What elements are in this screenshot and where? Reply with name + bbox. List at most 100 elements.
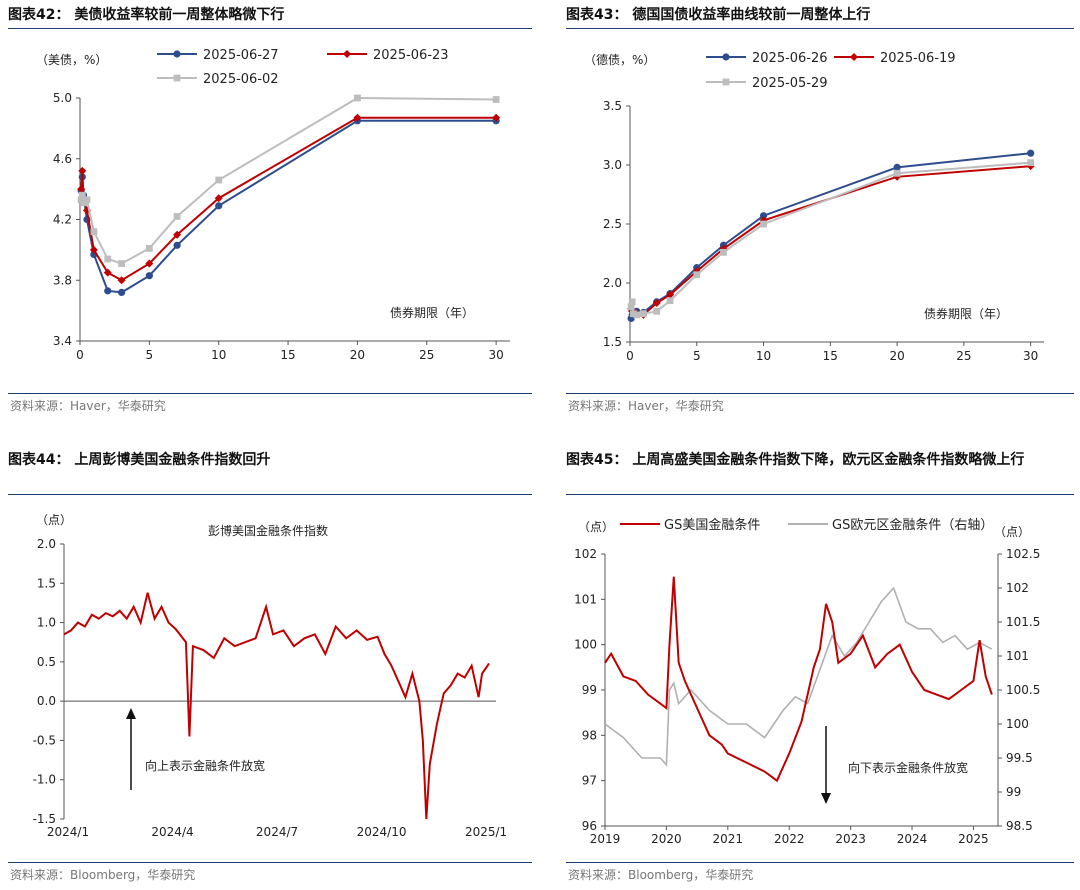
data-point [720,248,727,256]
y-tick-label: 0.0 [37,694,56,708]
data-point [633,311,641,319]
source-43: 资料来源：Haver，华泰研究 [568,399,724,413]
x-axis-label: 债券期限（年） [924,306,1008,321]
y-axis-label: （德债，%） [584,52,655,67]
source-45: 资料来源：Bloomberg，华泰研究 [568,868,754,882]
y2-tick-label: 102 [1006,581,1029,595]
data-point [666,297,674,305]
y2-tick-label: 101.5 [1006,615,1040,629]
x-tick-label: 2025 [958,832,989,846]
panel-title-42: 图表42： 美债收益率较前一周整体略微下行 [8,7,285,23]
legend-label: 2025-06-23 [373,48,449,63]
y-tick-label: 2.0 [37,537,56,551]
x-tick-label: 2020 [651,832,682,846]
y-axis-label: （点） [578,520,614,534]
series-line [80,116,497,282]
y-axis-label: （点） [36,513,72,527]
x-tick-label: 2024/10 [357,825,407,839]
y2-tick-label: 98.5 [1006,819,1033,833]
legend-marker [722,53,730,61]
x-tick-label: 2022 [774,832,805,846]
x-tick-label: 10 [756,349,771,363]
x-tick-label: 0 [626,349,634,363]
x-tick-label: 2024/4 [151,825,193,839]
data-point [80,199,87,207]
y2-tick-label: 99 [1006,785,1021,799]
data-point [893,163,901,171]
series-line [604,586,993,767]
data-point [653,307,661,315]
y-tick-label: 5.0 [53,91,72,105]
source-rule-45 [566,862,1074,863]
data-point [215,202,223,210]
data-point [103,268,112,277]
y-tick-label: -1.5 [33,812,56,826]
annotation-arrowhead [126,708,136,719]
legend-label: 2025-06-27 [203,48,279,63]
series-line [630,165,1031,316]
y-tick-label: 3.5 [603,99,622,113]
y-tick-label: 101 [574,592,597,606]
data-point [354,94,361,102]
x-tick-label: 30 [488,348,503,362]
title-rule-42 [8,28,532,29]
x-tick-label: 20 [350,348,365,362]
data-point [215,176,223,184]
x-tick-label: 15 [823,349,838,363]
legend-marker [722,78,730,86]
chart-de-yield-curve: 1.5 2.0 2.5 3.0 3.5 0 5 10 15 20 25 30 （德债，%） 债券期限（年）… [584,51,1044,363]
series-line [630,161,1031,316]
panel-title-45: 图表45： 上周高盛美国金融条件指数下降，欧元区金融条件指数略微上行 [566,452,1025,468]
legend-label: GS美国金融条件 [664,517,760,533]
data-point [627,303,635,310]
data-point [666,290,675,299]
data-point [214,194,223,203]
data-point [117,276,126,285]
y-tick-label: 4.6 [53,152,72,166]
x-tick-label: 20 [889,349,904,363]
x-tick-label: 15 [280,348,295,362]
title-rule-45 [566,494,1074,495]
source-rule-42 [8,393,532,394]
y2-tick-label: 100.5 [1006,683,1040,697]
data-point [104,255,112,263]
title-rule-43 [566,28,1074,29]
y-tick-label: 3.0 [603,158,622,172]
source-42: 资料来源：Haver，华泰研究 [10,399,166,413]
x-tick-label: 2024/7 [256,825,298,839]
y-tick-label: 4.2 [53,213,72,227]
data-point [173,213,181,220]
x-tick-label: 5 [693,349,701,363]
data-point [90,228,98,236]
series-line [604,576,993,783]
y-tick-label: 0.5 [37,655,56,669]
data-point [652,299,661,308]
x-tick-label: 0 [76,348,84,362]
y-tick-label: 3.8 [53,273,72,287]
y2-tick-label: 101 [1006,649,1029,663]
chart-title: 彭博美国金融条件指数 [208,523,328,538]
legend-marker [173,74,181,82]
y-tick-label: 99 [582,683,597,697]
y-tick-label: 102 [574,547,597,561]
data-point [893,169,901,177]
data-point [492,113,501,122]
y-tick-label: 2.0 [603,276,622,290]
panel-title-43: 图表43： 德国国债收益率曲线较前一周整体上行 [566,7,871,23]
y2-tick-label: 100 [1006,717,1029,731]
data-point [173,230,182,239]
y-tick-label: 97 [582,774,597,788]
x-tick-label: 2024 [897,832,928,846]
data-point [693,271,701,279]
data-point [89,245,98,254]
y-tick-label: 100 [574,638,597,652]
data-point [1027,149,1035,157]
x-tick-label: 25 [956,349,971,363]
y-tick-label: 98 [582,728,597,742]
data-point [118,260,126,267]
data-point [78,191,86,199]
y-tick-label: -0.5 [33,733,56,747]
chart-bloomberg-fci: -1.5 -1.0 -0.5 0.0 0.5 1.0 1.5 2.0 2024/1 2024/4 2… [33,513,508,839]
legend-marker [850,53,858,61]
data-point [173,241,181,249]
